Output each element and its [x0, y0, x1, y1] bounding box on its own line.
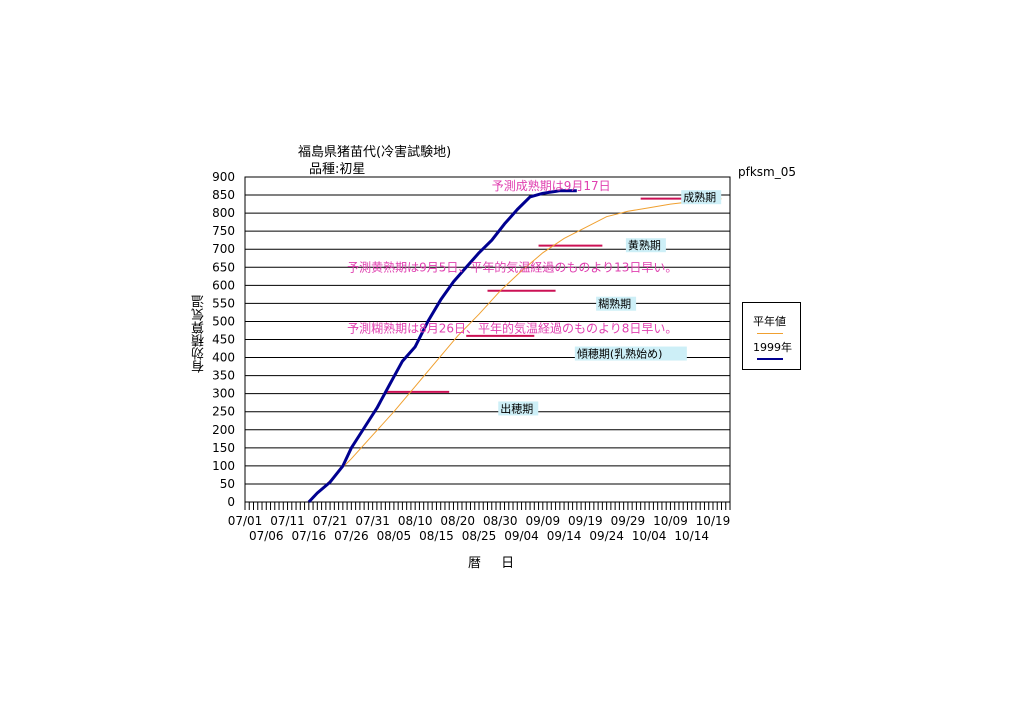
- y-tick-label: 350: [212, 369, 235, 383]
- annotation-text: 予測黄熟期は9月5日、平年的気温経過のものより13日早い。: [347, 259, 677, 274]
- x-tick-label: 08/30: [483, 514, 518, 528]
- annotation-text: 予測糊熟期は8月26日、平年的気温経過のものより8日早い。: [347, 321, 677, 336]
- legend-label-normal: 平年値: [753, 315, 786, 328]
- chart-subtitle: 品種:初星: [309, 162, 366, 177]
- y-axis-label: 有効積算気温: [192, 295, 207, 373]
- x-tick-label: 10/19: [696, 514, 731, 528]
- y-tick-label: 800: [212, 206, 235, 220]
- stage-label: 傾穂期(乳熟始め): [577, 347, 663, 361]
- x-tick-label: 08/05: [377, 529, 412, 543]
- x-tick-label: 07/06: [249, 529, 284, 543]
- x-tick-label: 10/14: [674, 529, 709, 543]
- legend: 平年値 1999年: [742, 302, 801, 370]
- chart-title: 福島県猪苗代(冷害試験地): [298, 145, 452, 160]
- y-tick-label: 100: [212, 459, 235, 473]
- stage-label-bg: [596, 296, 637, 311]
- stage-label: 黄熟期: [628, 238, 661, 252]
- stage-label-bg: [498, 401, 539, 416]
- x-tick-label: 09/04: [504, 529, 539, 543]
- x-tick-label: 07/16: [292, 529, 327, 543]
- stage-label: 糊熟期: [598, 297, 631, 311]
- stage-label-bg: [681, 190, 722, 205]
- legend-swatch-1999: [757, 358, 783, 360]
- y-tick-label: 750: [212, 224, 235, 238]
- x-tick-label: 09/19: [568, 514, 603, 528]
- series-line-normal: [308, 198, 722, 503]
- y-tick-label: 250: [212, 405, 235, 419]
- y-tick-label: 150: [212, 441, 235, 455]
- y-tick-label: 650: [212, 260, 235, 274]
- x-tick-label: 07/11: [270, 514, 305, 528]
- annotation-text: 予測成熟期は9月17日: [492, 178, 611, 193]
- x-tick-label: 09/14: [547, 529, 582, 543]
- y-tick-label: 400: [212, 351, 235, 365]
- figure-id: pfksm_05: [738, 165, 797, 179]
- y-tick-label: 850: [212, 188, 235, 202]
- stage-label-bg: [625, 238, 666, 253]
- x-tick-label: 08/15: [419, 529, 454, 543]
- x-tick-label: 08/10: [398, 514, 433, 528]
- legend-swatch-normal: [757, 333, 783, 334]
- y-tick-label: 300: [212, 387, 235, 401]
- y-tick-label: 700: [212, 242, 235, 256]
- y-tick-label: 200: [212, 423, 235, 437]
- series-line-1999: [307, 189, 577, 504]
- y-tick-label: 450: [212, 333, 235, 347]
- x-tick-label: 07/01: [228, 514, 263, 528]
- y-tick-label: 550: [212, 296, 235, 310]
- y-tick-label: 0: [227, 495, 235, 509]
- stage-label-bg: [574, 346, 687, 361]
- y-tick-label: 600: [212, 278, 235, 292]
- y-tick-label: 900: [212, 170, 235, 184]
- x-tick-label: 10/04: [632, 529, 667, 543]
- x-tick-label: 07/21: [313, 514, 348, 528]
- x-tick-label: 09/29: [611, 514, 646, 528]
- x-tick-label: 08/25: [462, 529, 497, 543]
- x-tick-label: 07/31: [355, 514, 390, 528]
- x-tick-label: 10/09: [653, 514, 688, 528]
- x-axis-label: 暦 日: [468, 556, 523, 571]
- legend-label-1999: 1999年: [753, 341, 792, 354]
- x-tick-label: 09/09: [526, 514, 561, 528]
- x-tick-label: 08/20: [440, 514, 475, 528]
- y-tick-label: 50: [220, 477, 235, 491]
- stage-label: 出穂期: [500, 401, 533, 415]
- x-tick-label: 07/26: [334, 529, 369, 543]
- y-tick-label: 500: [212, 314, 235, 328]
- stage-label: 成熟期: [683, 190, 716, 204]
- x-tick-label: 09/24: [589, 529, 624, 543]
